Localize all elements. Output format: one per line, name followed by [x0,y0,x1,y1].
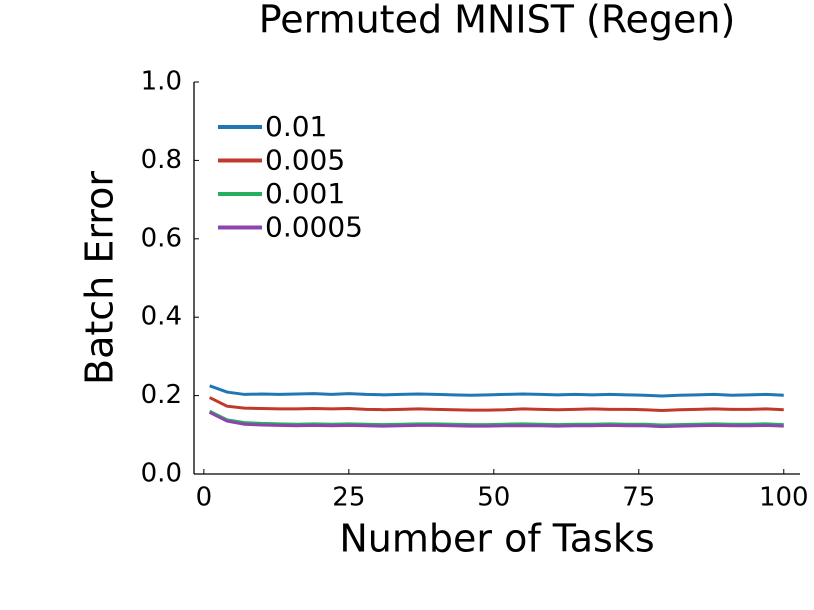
y-axis-label: Batch Error [78,171,122,385]
series-line [208,396,784,412]
chart-title: Permuted MNIST (Regen) [259,0,736,42]
y-tick-label: 1.0 [141,67,182,97]
y-tick-label: 0.8 [141,145,182,175]
legend-label: 0.005 [265,144,345,177]
legend-label: 0.01 [265,110,327,143]
x-tick-label: 25 [332,483,365,513]
x-tick-label: 50 [477,483,510,513]
series-line [208,411,784,429]
series-line [208,409,784,427]
x-tick-label: 75 [622,483,655,513]
y-tick-label: 0.2 [141,380,182,410]
y-tick-label: 0.0 [141,459,182,489]
x-axis-label: Number of Tasks [339,517,654,561]
y-tick-label: 0.4 [141,302,182,332]
x-tick-label: 0 [196,483,213,513]
series-line [209,384,784,398]
legend-label: 0.001 [265,177,345,210]
x-tick-label: 100 [759,483,809,513]
y-tick-label: 0.6 [141,223,182,253]
legend-label: 0.0005 [265,211,363,244]
